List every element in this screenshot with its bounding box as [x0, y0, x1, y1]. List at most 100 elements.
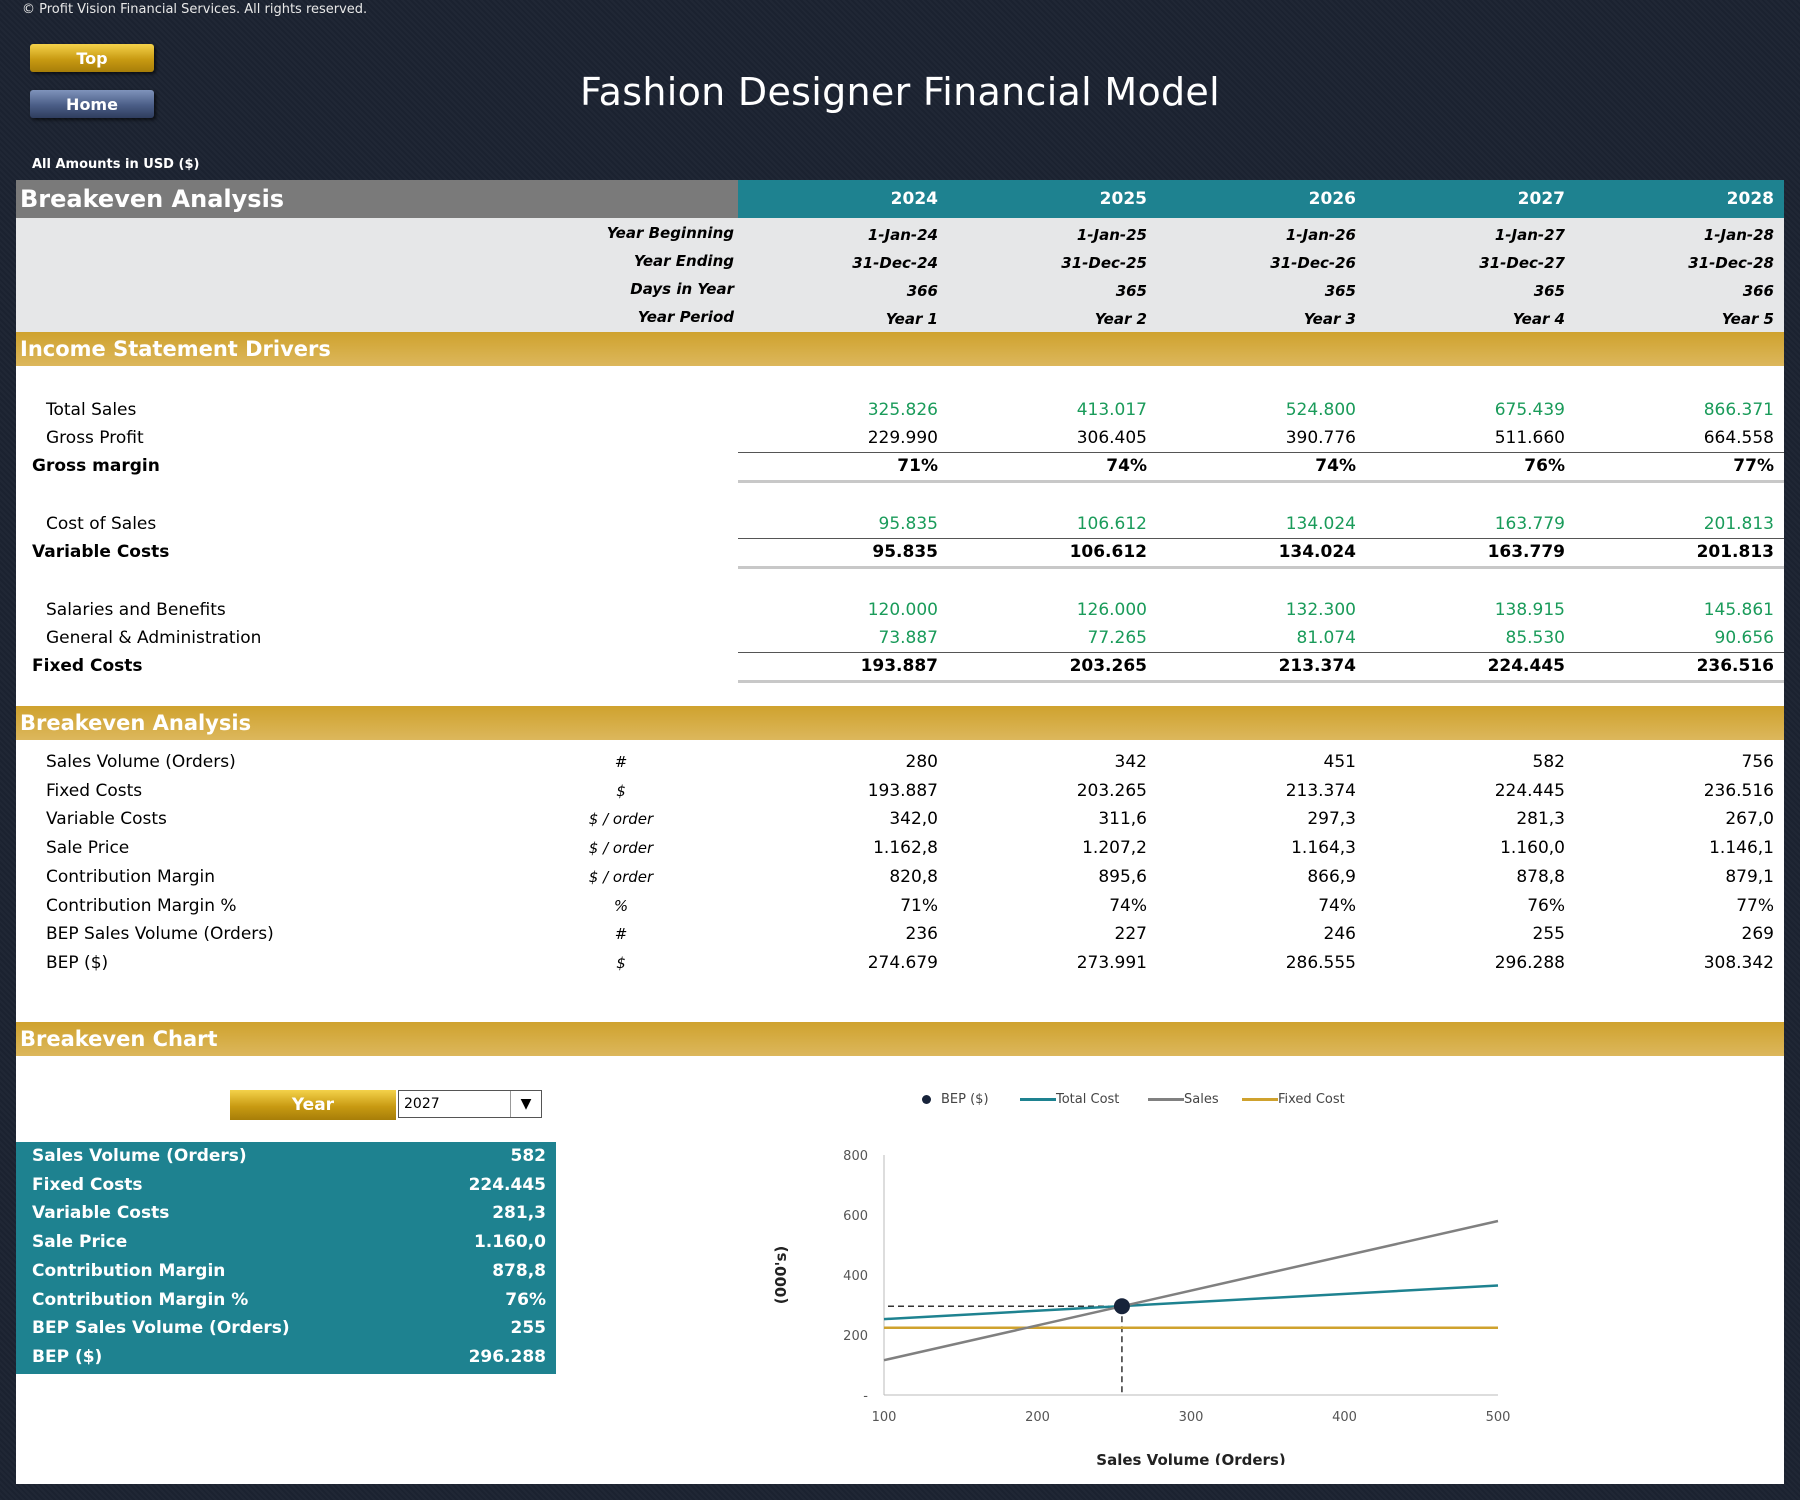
summary-label: Sales Volume (Orders): [32, 1146, 247, 1166]
gross-profit-value: 664.558: [1703, 428, 1774, 448]
breakeven-value: 193.887: [867, 780, 938, 801]
breakeven-value: 71%: [900, 895, 938, 916]
fixed-cost-line-icon: [1242, 1098, 1278, 1101]
breakeven-value: 308.342: [1703, 952, 1774, 973]
unit-label: $ / order: [588, 839, 654, 858]
row-label: Cost of Sales: [46, 514, 157, 534]
section-title: Breakeven Analysis: [16, 180, 738, 218]
divider: [738, 480, 1784, 483]
year-button[interactable]: Year: [230, 1090, 396, 1120]
row-label: Gross margin: [32, 456, 160, 476]
gross-margin-value: 71%: [897, 456, 938, 476]
total-sales-value: 524.800: [1285, 400, 1356, 420]
gross-profit-value: 390.776: [1285, 428, 1356, 448]
breakeven-value: 296.288: [1494, 952, 1565, 973]
breakeven-value: 311,6: [1098, 809, 1147, 830]
year-ending: 31-Dec-28: [1688, 254, 1774, 272]
total-cost-line: [883, 1284, 1499, 1321]
summary-label: Contribution Margin %: [32, 1289, 249, 1310]
year-header: 2025: [1099, 189, 1147, 209]
summary-value: 255: [510, 1318, 547, 1339]
variable-costs-value: 163.779: [1487, 542, 1565, 562]
home-button[interactable]: Home: [30, 90, 154, 118]
divider: [738, 566, 1784, 569]
gna-value: 77.265: [1087, 628, 1147, 648]
days-in-year: 365: [1115, 282, 1147, 300]
total-sales-value: 325.826: [867, 400, 938, 420]
unit-label: $: [616, 953, 626, 972]
gross-profit-value: 229.990: [867, 428, 938, 448]
legend-bep: BEP ($): [922, 1092, 989, 1107]
breakeven-value: 1.146,1: [1709, 838, 1774, 859]
breakeven-value: 213.374: [1285, 780, 1356, 801]
salaries-value: 138.915: [1494, 600, 1565, 620]
unit-label: $: [616, 781, 626, 800]
y-axis-title: (000's): [772, 1246, 790, 1305]
year-header: 2028: [1726, 189, 1774, 209]
breakeven-value: 280: [905, 752, 938, 772]
row-label: Gross Profit: [46, 428, 144, 448]
summary-label: BEP Sales Volume (Orders): [32, 1318, 290, 1339]
summary-label: Fixed Costs: [32, 1174, 143, 1195]
year-beginning: 1-Jan-25: [1076, 226, 1147, 244]
summary-value: 76%: [505, 1289, 546, 1310]
breakeven-value: 267,0: [1725, 809, 1774, 830]
breakeven-value: 895,6: [1098, 866, 1147, 887]
gna-value: 85.530: [1505, 628, 1565, 648]
chevron-down-icon[interactable]: ▼: [510, 1091, 541, 1117]
income-drivers-header: Income Statement Drivers: [16, 332, 1784, 366]
breakeven-value: 342,0: [889, 809, 938, 830]
year-ending: 31-Dec-24: [852, 254, 938, 272]
gna-value: 81.074: [1296, 628, 1356, 648]
row-label: Variable Costs: [46, 809, 167, 830]
year-header: 2024: [890, 189, 938, 209]
breakeven-value: 76%: [1527, 895, 1565, 916]
breakeven-value: 878,8: [1516, 866, 1565, 887]
summary-label: Sale Price: [32, 1232, 128, 1253]
year-ending: 31-Dec-25: [1061, 254, 1147, 272]
summary-value: 1.160,0: [473, 1232, 546, 1253]
summary-value: 281,3: [492, 1203, 546, 1224]
breakeven-chart: - 200 400 600 800 100 200 300 400 500 Sales Volume…: [772, 1149, 1510, 1465]
unit-label: %: [613, 896, 629, 915]
y-tick-label: -: [863, 1389, 868, 1404]
fixed-costs-value: 193.887: [860, 656, 938, 676]
year-beginning: 1-Jan-27: [1494, 226, 1565, 244]
info-label: Year Ending: [633, 252, 734, 270]
breakeven-value: 74%: [1109, 895, 1147, 916]
selected-year-summary: Sales Volume (Orders) 582 Fixed Costs 224.4…: [16, 1142, 556, 1374]
period-info-band: Year Beginning Year Ending Days in Year …: [16, 218, 1784, 332]
fixed-costs-value: 236.516: [1696, 656, 1774, 676]
days-in-year: 365: [1324, 282, 1356, 300]
info-label: Year Period: [637, 308, 734, 326]
total-sales-value: 675.439: [1494, 400, 1565, 420]
breakeven-value: 1.207,2: [1082, 838, 1147, 859]
salaries-value: 126.000: [1076, 600, 1147, 620]
fixed-costs-value: 224.445: [1487, 656, 1565, 676]
breakeven-value: 274.679: [867, 952, 938, 973]
breakeven-value: 820,8: [889, 866, 938, 887]
top-button[interactable]: Top: [30, 44, 154, 72]
fixed-costs-value: 203.265: [1069, 656, 1147, 676]
x-tick-label: 100: [872, 1410, 897, 1425]
divider: [738, 452, 1784, 453]
breakeven-value: 203.265: [1076, 780, 1147, 801]
legend-total-cost: Total Cost: [1020, 1092, 1119, 1107]
row-label: Contribution Margin: [46, 866, 216, 887]
year-period: Year 4: [1512, 310, 1565, 328]
y-tick-label: 600: [843, 1209, 868, 1224]
cost-of-sales-value: 201.813: [1703, 514, 1774, 534]
year-period: Year 5: [1721, 310, 1774, 328]
page-title: Fashion Designer Financial Model: [580, 70, 1220, 114]
x-tick-label: 200: [1025, 1410, 1050, 1425]
total-sales-value: 866.371: [1703, 400, 1774, 420]
year-ending: 31-Dec-26: [1270, 254, 1356, 272]
row-label: Contribution Margin %: [46, 895, 237, 916]
legend-fixed-cost: Fixed Cost: [1242, 1092, 1345, 1107]
year-dropdown[interactable]: 2027 ▼: [398, 1090, 542, 1118]
x-tick-label: 300: [1179, 1410, 1204, 1425]
divider: [738, 680, 1784, 683]
variable-costs-value: 134.024: [1278, 542, 1356, 562]
gna-value: 73.887: [878, 628, 938, 648]
row-label: Salaries and Benefits: [46, 600, 226, 620]
